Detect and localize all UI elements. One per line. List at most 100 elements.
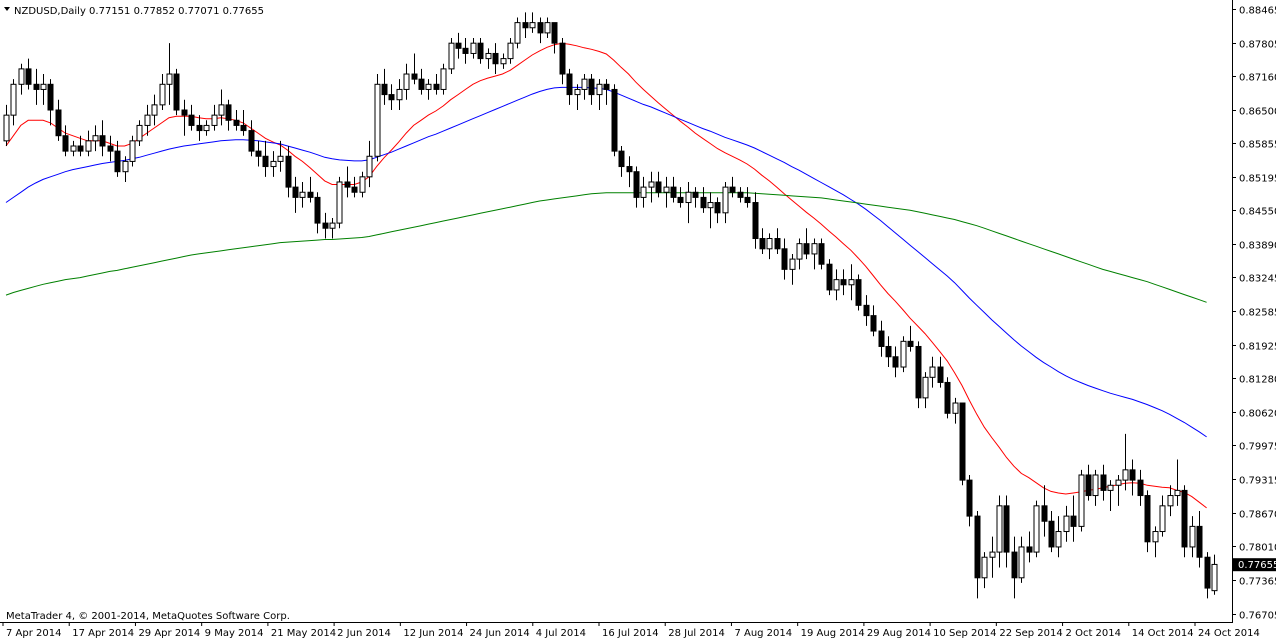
x-tick-label: 10 Sep 2014 bbox=[933, 628, 996, 639]
candle bbox=[500, 53, 507, 69]
candle-body-down bbox=[803, 243, 810, 255]
candle bbox=[966, 474, 973, 527]
candle-body-up bbox=[1174, 489, 1181, 497]
candle bbox=[40, 74, 47, 105]
candle-body-up bbox=[996, 505, 1003, 553]
candle bbox=[752, 192, 759, 249]
candle-body-down bbox=[655, 181, 662, 193]
candle-body-up bbox=[151, 104, 158, 116]
symbol-ohlc-label: NZDUSD,Daily 0.77151 0.77852 0.77071 0.7… bbox=[14, 6, 264, 17]
candle bbox=[440, 63, 447, 95]
candle bbox=[855, 274, 862, 311]
candle bbox=[1107, 480, 1114, 511]
candle-body-up bbox=[722, 186, 729, 214]
candle-body-up bbox=[574, 88, 581, 96]
candle-body-down bbox=[196, 124, 203, 132]
candle bbox=[433, 74, 440, 95]
candle bbox=[285, 145, 292, 198]
candle bbox=[1122, 433, 1129, 491]
x-tick-label: 7 Apr 2014 bbox=[6, 628, 61, 639]
candle bbox=[25, 58, 32, 90]
candle-body-down bbox=[818, 243, 825, 265]
candle bbox=[1033, 500, 1040, 558]
candle bbox=[1026, 531, 1033, 563]
candle bbox=[737, 187, 744, 203]
dropdown-triangle-icon[interactable] bbox=[4, 7, 10, 11]
candle-body-down bbox=[611, 88, 618, 152]
candle-body-down bbox=[966, 479, 973, 517]
candle-body-down bbox=[1129, 469, 1136, 481]
candle bbox=[196, 115, 203, 141]
candle bbox=[878, 320, 885, 357]
candle bbox=[996, 495, 1003, 568]
candle-body-down bbox=[1085, 474, 1092, 497]
candle bbox=[418, 68, 425, 95]
x-tick-label: 2 Jun 2014 bbox=[337, 628, 391, 639]
y-tick-label: 0.81925 bbox=[1239, 342, 1276, 353]
candle bbox=[952, 397, 959, 424]
candle bbox=[329, 217, 336, 239]
candle bbox=[581, 74, 588, 100]
y-tick-label: 0.82585 bbox=[1239, 308, 1276, 319]
candle-body-up bbox=[396, 88, 403, 101]
candle-body-up bbox=[1167, 495, 1174, 507]
candle bbox=[603, 79, 610, 105]
candle bbox=[1085, 464, 1092, 501]
candle bbox=[403, 63, 410, 100]
candle bbox=[1011, 536, 1018, 599]
candle bbox=[640, 176, 647, 208]
candle-body-down bbox=[1026, 546, 1033, 553]
candle bbox=[766, 233, 773, 260]
candle-body-up bbox=[122, 160, 129, 173]
candle-body-down bbox=[700, 196, 707, 209]
candle bbox=[811, 238, 818, 270]
candle-body-up bbox=[507, 42, 514, 60]
candle-body-down bbox=[240, 124, 247, 132]
candle bbox=[566, 68, 573, 105]
candle bbox=[922, 372, 929, 409]
candle bbox=[618, 145, 625, 177]
candle bbox=[937, 356, 944, 388]
candle-body-down bbox=[411, 73, 418, 80]
candle bbox=[1078, 469, 1085, 532]
candle bbox=[596, 79, 603, 111]
candle-body-up bbox=[211, 114, 218, 126]
candle-body-down bbox=[77, 145, 84, 152]
candle bbox=[144, 104, 151, 136]
candle bbox=[1189, 516, 1196, 558]
ma-line-ma-slow bbox=[5, 192, 1207, 303]
candle-body-up bbox=[329, 222, 336, 229]
candle-body-down bbox=[477, 42, 484, 60]
candle bbox=[781, 238, 788, 280]
x-tick-label: 29 Aug 2014 bbox=[867, 628, 931, 639]
candle bbox=[796, 238, 803, 270]
candle-body-up bbox=[203, 124, 210, 132]
candle-body-up bbox=[1063, 515, 1070, 533]
candle-body-down bbox=[1196, 525, 1203, 558]
candle bbox=[477, 38, 484, 64]
candle bbox=[1144, 490, 1151, 553]
candle-body-down bbox=[322, 222, 329, 229]
candle bbox=[840, 269, 847, 296]
candle bbox=[892, 346, 899, 378]
candle-body-up bbox=[277, 155, 284, 162]
candle bbox=[611, 84, 618, 157]
candle bbox=[366, 140, 373, 188]
candle-body-down bbox=[1137, 479, 1144, 497]
candle bbox=[77, 135, 84, 157]
candle-body-up bbox=[403, 73, 410, 90]
candle bbox=[826, 259, 833, 296]
candle bbox=[685, 181, 692, 224]
candle-body-down bbox=[314, 196, 321, 224]
copyright-label: MetaTrader 4, © 2001-2014, MetaQuotes So… bbox=[6, 611, 290, 622]
candle-body-up bbox=[663, 186, 670, 193]
candle bbox=[448, 38, 455, 75]
candle bbox=[514, 17, 521, 49]
candle bbox=[981, 552, 988, 589]
candle-body-down bbox=[33, 83, 40, 90]
candle-body-up bbox=[766, 238, 773, 250]
y-tick-label: 0.88465 bbox=[1239, 6, 1276, 17]
candle-body-up bbox=[1122, 469, 1129, 481]
